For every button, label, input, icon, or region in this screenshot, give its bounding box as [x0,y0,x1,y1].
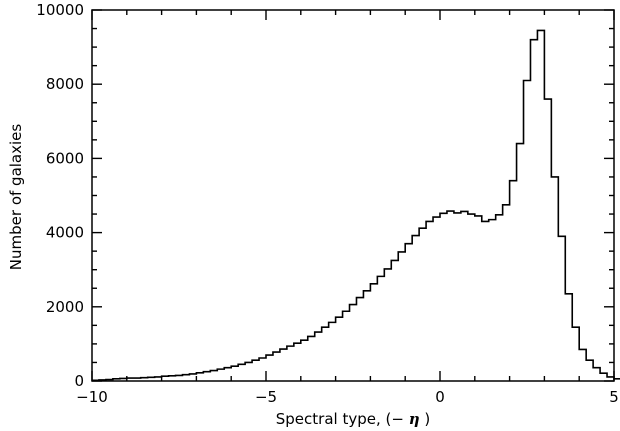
x-axis-label: Spectral type, (− η ) [276,410,430,428]
y-axis-label: Number of galaxies [7,124,25,271]
y-axis-ticks: 0 2000 4000 6000 8000 10000 [36,1,614,390]
x-tick-label: −5 [255,388,277,406]
x-axis-ticks: −10 −5 0 5 [76,10,619,406]
y-tick-label: 0 [74,372,84,390]
x-axis-label-suffix: ) [424,410,430,428]
y-tick-label: 6000 [46,149,84,167]
x-axis-label-prefix: Spectral type, (− [276,410,409,428]
y-tick-label: 8000 [46,75,84,93]
x-tick-label: −10 [76,388,108,406]
x-tick-label: 5 [609,388,619,406]
x-tick-label: 0 [435,388,445,406]
y-tick-label: 2000 [46,298,84,316]
eta-symbol: η [409,410,420,428]
histogram-series [92,29,620,382]
y-tick-label: 10000 [36,1,84,19]
plot-frame [91,9,615,382]
y-tick-label: 4000 [46,224,84,242]
